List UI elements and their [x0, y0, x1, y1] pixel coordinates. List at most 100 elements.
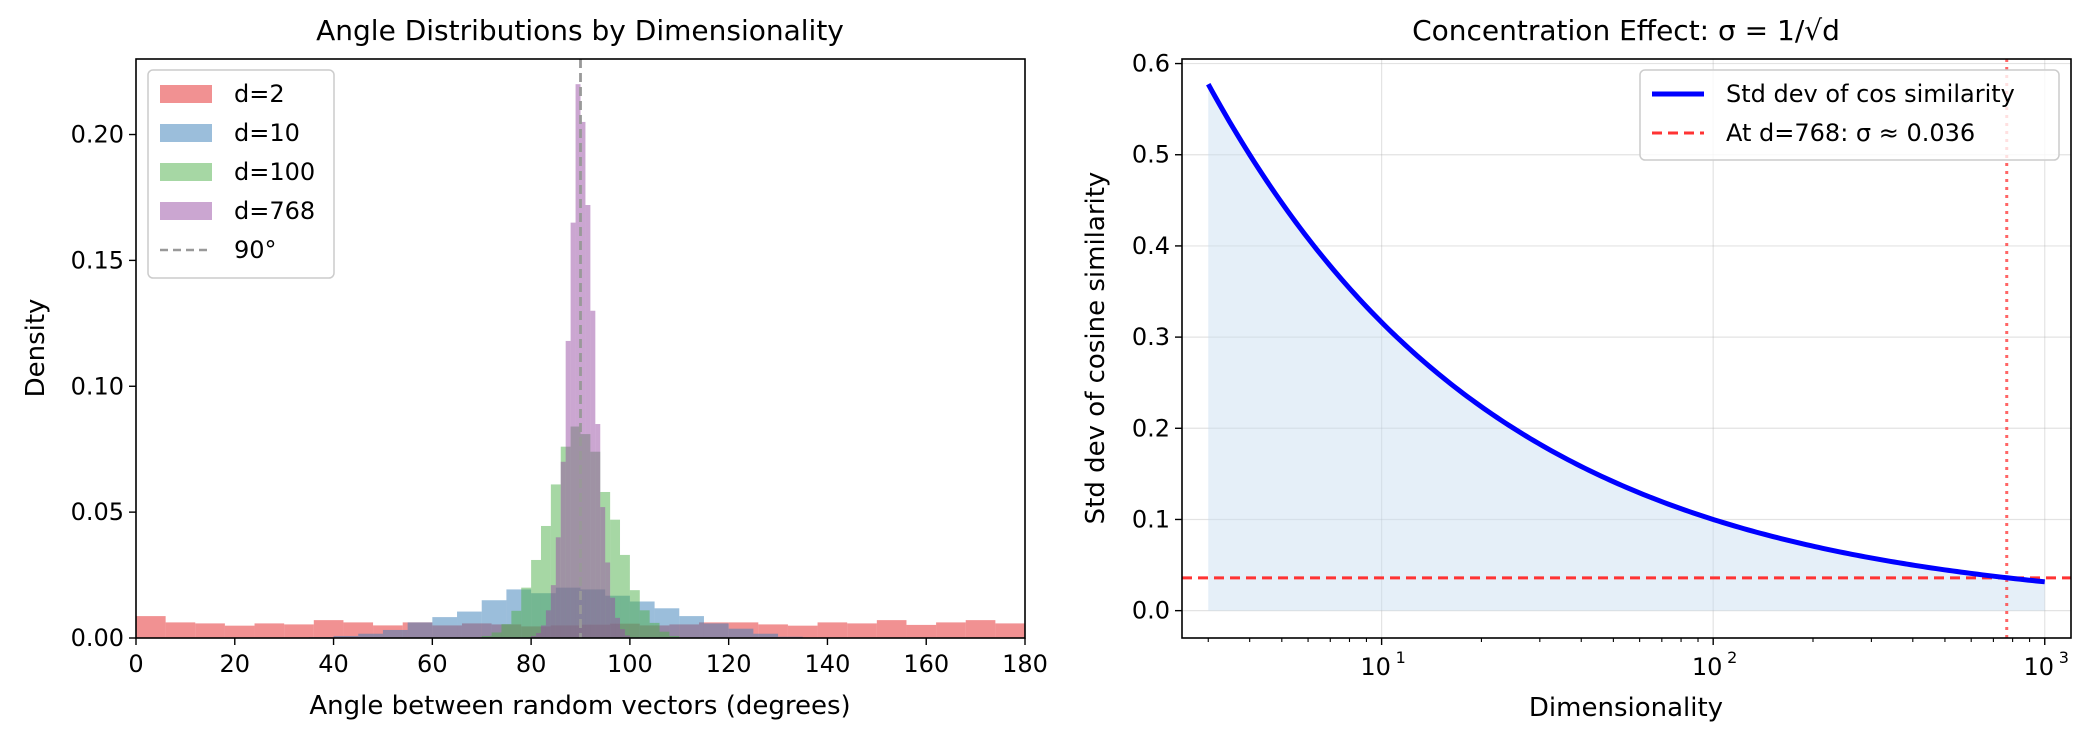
histogram-bar-d100 [481, 635, 492, 638]
histogram-bar-d2 [254, 623, 285, 638]
x-tick-exponent: 1 [1396, 648, 1406, 667]
x-tick-label: 10 [2023, 653, 2054, 681]
x-tick-label: 140 [805, 650, 851, 678]
histogram-bar-d768 [570, 222, 576, 638]
std-dev-curve [1206, 83, 2046, 585]
histogram-bar-d10 [679, 616, 704, 638]
legend-label-d100: d=100 [234, 158, 315, 186]
left-plot-area [136, 59, 1025, 638]
histogram-bar-d768 [580, 121, 586, 638]
histogram-bar-d100 [649, 622, 660, 638]
histogram-bar-d10 [382, 629, 408, 638]
histogram-bar-d100 [511, 610, 522, 638]
x-tick-label: 60 [417, 650, 448, 678]
right-chart-title: Concentration Effect: σ = 1/√d [1412, 14, 1840, 47]
histogram-bar-d768 [575, 84, 581, 638]
y-tick-label: 0.2 [1132, 414, 1170, 442]
concentration-effect-chart: Concentration Effect: σ = 1/√d 10 1 10 2 10 3… [1081, 14, 2072, 723]
histogram-bar-d768 [536, 632, 541, 638]
y-tick-label: 0.6 [1132, 50, 1170, 78]
histogram-bar-d768 [555, 537, 561, 638]
histogram-bar-d2 [965, 620, 996, 638]
y-tick-label: 0.5 [1132, 141, 1170, 169]
histogram-bar-d10 [703, 623, 729, 638]
x-tick-label: 120 [706, 650, 752, 678]
y-tick-label: 0.20 [71, 121, 124, 149]
histogram-bar-d2 [284, 624, 314, 638]
histogram-bar-d2 [195, 623, 225, 638]
right-plot-area [1182, 59, 2071, 638]
histogram-bar-d768 [615, 617, 621, 638]
left-y-ticks: 0.00 0.05 0.10 0.15 0.20 [71, 121, 136, 652]
histogram-bar-d10 [333, 635, 359, 638]
histogram-bar-d768 [550, 585, 556, 638]
histogram-bar-d2 [906, 624, 937, 638]
x-tick-label: 0 [128, 650, 143, 678]
x-tick-label: 160 [903, 650, 949, 678]
histogram-bar-d10 [728, 628, 754, 638]
legend-label-d10: d=10 [234, 119, 300, 147]
histogram-bar-d10 [753, 633, 779, 638]
right-y-axis-label: Std dev of cosine similarity [1081, 172, 1111, 525]
histogram-bar-d100 [491, 632, 502, 638]
histogram-bar-d768 [565, 340, 571, 638]
x-tick-label: 80 [516, 650, 547, 678]
x-tick-label: 10 [1360, 653, 1391, 681]
histogram-bar-d768 [605, 562, 611, 638]
x-tick-label: 100 [607, 650, 653, 678]
right-x-axis-label: Dimensionality [1529, 693, 1723, 723]
histogram-bar-d2 [995, 623, 1025, 638]
right-legend: Std dev of cos similarity At d=768: σ ≈ … [1639, 69, 2060, 161]
right-y-ticks: 0.0 0.1 0.2 0.3 0.4 0.5 0.6 [1132, 50, 1182, 625]
legend-label-d2: d=2 [234, 80, 285, 108]
histogram-bar-d2 [136, 616, 166, 638]
histogram-bar-d2 [817, 622, 848, 638]
histogram-bar-d100 [620, 554, 630, 638]
left-y-axis-label: Density [21, 299, 51, 398]
histogram-bar-d10 [358, 633, 383, 638]
histogram-bar-d100 [540, 525, 551, 638]
histogram-bar-d768 [624, 635, 630, 638]
right-x-ticks: 10 1 10 2 10 3 [1207, 638, 2069, 681]
y-tick-label: 0.1 [1132, 505, 1170, 533]
left-legend: d=2 d=10 d=100 d=768 90° [147, 69, 335, 279]
histogram-bar-d100 [521, 587, 532, 638]
histogram-bar-d768 [600, 507, 606, 638]
left-legend-box [147, 69, 335, 279]
histogram-bar-d2 [313, 620, 344, 638]
histogram-bar-d768 [610, 597, 616, 638]
x-tick-exponent: 2 [1727, 648, 1737, 667]
histogram-bar-d2 [787, 625, 818, 638]
legend-swatch-d10 [160, 124, 212, 142]
histogram-bar-d100 [669, 635, 680, 638]
histogram-bar-d100 [610, 519, 621, 638]
left-x-ticks: 0 20 40 60 80 100 120 140 160 180 [128, 638, 1048, 678]
histogram-bar-d100 [629, 590, 640, 638]
histogram-bar-d10 [432, 617, 458, 638]
left-axes-frame [135, 58, 1026, 639]
x-tick-label: 20 [220, 650, 251, 678]
histogram-bar-d2 [165, 622, 196, 638]
legend-label-d768-line: At d=768: σ ≈ 0.036 [1726, 119, 1975, 147]
right-axes-frame [1181, 58, 2072, 639]
histogram-bar-d100 [639, 610, 650, 638]
x-tick-label: 40 [318, 650, 349, 678]
histogram-bar-d2 [224, 625, 255, 638]
histogram-bar-d768 [595, 424, 601, 638]
legend-swatch-d100 [160, 163, 212, 181]
y-tick-label: 0.10 [71, 372, 124, 400]
histogram-bar-d768 [560, 461, 566, 638]
histogram-bar-d768 [590, 310, 596, 638]
histogram-bar-d2 [936, 622, 966, 638]
histogram-bar-d100 [501, 624, 512, 638]
x-tick-label: 10 [1692, 653, 1723, 681]
left-chart-title: Angle Distributions by Dimensionality [316, 14, 844, 47]
y-tick-label: 0.05 [71, 498, 124, 526]
histogram-bar-d2 [847, 623, 877, 638]
histogram-bar-d768 [545, 610, 551, 638]
y-tick-label: 0.3 [1132, 323, 1170, 351]
histogram-bar-d768 [585, 205, 591, 638]
left-x-axis-label: Angle between random vectors (degrees) [309, 691, 850, 721]
legend-swatch-d2 [160, 85, 212, 103]
